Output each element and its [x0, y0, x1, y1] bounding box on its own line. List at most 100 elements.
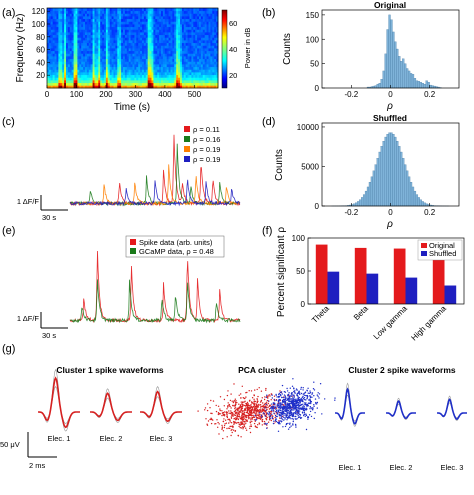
- spectrogram-cell: [71, 48, 74, 52]
- spectrogram-cell: [104, 13, 107, 17]
- spectrogram-cell: [170, 56, 173, 60]
- spectrogram-cell: [123, 45, 126, 49]
- spectrogram-cell: [109, 37, 112, 41]
- pca-point-cluster1: [270, 412, 272, 415]
- spectrogram-cell: [168, 72, 171, 76]
- pca-point-cluster2: [287, 403, 289, 405]
- spectrogram-cell: [143, 18, 147, 22]
- colorbar: [222, 10, 227, 88]
- spectrogram-cell: [81, 66, 84, 70]
- spectrogram-cell: [149, 74, 152, 78]
- spectrogram-cell: [119, 29, 122, 33]
- pca-point-cluster2: [273, 399, 275, 401]
- spectrogram-cell: [83, 10, 86, 14]
- spectrogram-cell: [168, 37, 171, 41]
- spectrogram-cell: [107, 72, 111, 76]
- spectrogram-cell: [208, 13, 211, 17]
- spectrogram-cell: [100, 77, 103, 81]
- spectrogram-cell: [206, 56, 209, 60]
- spectrogram-cell: [210, 21, 213, 25]
- spectrogram-cell: [115, 37, 118, 41]
- spectrogram-cell: [96, 48, 99, 52]
- spectrogram-cell: [119, 85, 122, 89]
- spectrogram-cell: [138, 45, 141, 49]
- spectrogram-cell: [94, 66, 97, 70]
- spectrogram-x-tick-label: 200: [99, 90, 113, 99]
- spectrogram-cell: [123, 40, 126, 44]
- spectrogram-cell: [162, 10, 166, 14]
- pca-point-cluster1: [234, 421, 236, 423]
- spectrogram-cell: [216, 18, 219, 22]
- spectrogram-cell: [50, 45, 54, 49]
- spectrogram-cell: [189, 26, 192, 30]
- cluster2-elec2-waveform-mean: [386, 399, 416, 420]
- spectrogram-cell: [105, 37, 109, 41]
- spectrogram-cell: [56, 34, 59, 38]
- pca-point-cluster2: [271, 413, 273, 415]
- spectrogram-cell: [90, 77, 93, 81]
- spectrogram-cell: [54, 77, 57, 81]
- pca-point-cluster1: [247, 403, 249, 405]
- spectrogram-cell: [60, 85, 63, 89]
- pca-point-cluster1: [238, 412, 240, 414]
- pca-point-cluster1: [218, 433, 220, 435]
- pca-point-cluster2: [263, 413, 265, 415]
- spectrogram-cell: [145, 8, 149, 12]
- spectrogram-cell: [200, 34, 204, 38]
- spectrogram-cell: [142, 24, 145, 28]
- spectrogram-cell: [210, 72, 213, 76]
- pca-point-cluster1: [197, 410, 199, 412]
- pca-point-cluster2: [334, 399, 336, 401]
- spectrogram-cell: [54, 10, 57, 14]
- spectrogram-cell: [180, 26, 183, 30]
- pca-point-cluster2: [295, 405, 297, 407]
- spectrogram-cell: [130, 66, 133, 70]
- spectrogram-cell: [187, 66, 190, 70]
- spectrogram-cell: [176, 10, 179, 14]
- spectrogram-cell: [77, 64, 80, 68]
- spectrogram-cell: [130, 40, 133, 44]
- original-histogram-bar: [382, 70, 385, 89]
- spectrogram-cell: [168, 42, 171, 46]
- spectrogram-cell: [58, 72, 61, 76]
- spectrogram-cell: [77, 32, 80, 36]
- pca-point-cluster2: [274, 402, 276, 405]
- spectrogram-cell: [92, 61, 95, 65]
- spectrogram-cell: [69, 32, 73, 36]
- spectrogram-cell: [197, 48, 200, 52]
- pca-point-cluster1: [261, 420, 263, 422]
- spectrogram-cell: [181, 42, 185, 46]
- spectrogram-cell: [153, 77, 156, 81]
- pca-point-cluster1: [212, 419, 214, 421]
- spectrogram-cell: [102, 29, 105, 33]
- spectrogram-cell: [104, 80, 107, 84]
- spectrogram-cell: [92, 66, 95, 70]
- spectrogram-cell: [193, 32, 196, 36]
- spectrogram-cell: [176, 50, 179, 54]
- spectrogram-cell: [88, 77, 92, 81]
- spectrogram-cell: [123, 48, 126, 52]
- spectrogram-cell: [115, 80, 118, 84]
- spectrogram-cell: [126, 53, 130, 57]
- spectrogram-cell: [67, 74, 71, 78]
- spectrogram-cell: [69, 77, 73, 81]
- pca-point-cluster1: [253, 419, 256, 421]
- spectrogram-cell: [113, 29, 116, 33]
- spectrogram-cell: [83, 42, 86, 46]
- spectrogram-cell: [200, 82, 204, 86]
- spectrogram-cell: [178, 18, 181, 22]
- spectrogram-cell: [216, 58, 219, 62]
- pca-point-cluster1: [221, 410, 223, 412]
- spectrogram-cell: [136, 26, 139, 30]
- spectrogram-cell: [157, 80, 160, 84]
- spectrogram-cell: [210, 24, 213, 28]
- shuffled-histogram-bar: [396, 140, 399, 207]
- spectrogram-cell: [109, 85, 112, 89]
- spectrogram-cell: [153, 40, 156, 44]
- pca-point-cluster2: [290, 395, 293, 397]
- spectrogram-cell: [185, 34, 188, 38]
- pca-point-cluster2: [296, 398, 298, 400]
- spectrogram-cell: [60, 61, 63, 65]
- pca-point-cluster2: [293, 399, 295, 401]
